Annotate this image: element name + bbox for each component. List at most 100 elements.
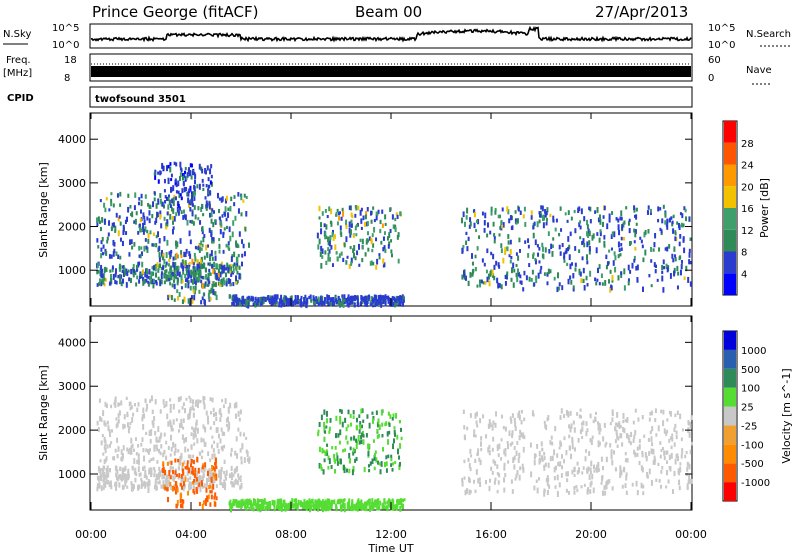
velocity-echo-point bbox=[494, 422, 497, 428]
velocity-echo-point bbox=[127, 449, 130, 455]
power-echo-point bbox=[138, 275, 141, 280]
velocity-echo-point bbox=[400, 503, 403, 508]
velocity-echo-point bbox=[393, 429, 396, 435]
velocity-echo-point bbox=[338, 498, 341, 503]
power-echo-point bbox=[152, 278, 155, 284]
power-echo-point bbox=[502, 222, 505, 228]
power-echo-point bbox=[212, 262, 215, 266]
power-echo-point bbox=[220, 220, 223, 227]
power-echo-point bbox=[224, 267, 227, 271]
velocity-echo-point bbox=[236, 480, 239, 486]
velocity-echo-point bbox=[115, 485, 118, 491]
power-echo-point bbox=[173, 273, 176, 279]
power-x-axis bbox=[90, 113, 692, 306]
velocity-echo-point bbox=[611, 459, 614, 466]
power-echo-point bbox=[235, 264, 238, 270]
velocity-echo-point bbox=[98, 416, 101, 422]
power-echo-point bbox=[366, 221, 369, 227]
power-echo-point bbox=[214, 291, 217, 296]
power-echo-point bbox=[299, 302, 302, 307]
power-echo-point bbox=[155, 203, 158, 209]
velocity-echo-point bbox=[104, 401, 107, 407]
power-echo-point bbox=[104, 266, 107, 271]
velocity-echo-point bbox=[215, 484, 218, 489]
power-echo-point bbox=[605, 254, 608, 260]
velocity-echo-point bbox=[352, 451, 355, 456]
power-echo-point bbox=[273, 300, 276, 304]
velocity-echo-point bbox=[652, 448, 655, 455]
power-echo-point bbox=[532, 254, 535, 259]
velocity-echo-point bbox=[654, 418, 657, 423]
velocity-echo-marks bbox=[96, 395, 693, 513]
power-echo-point bbox=[143, 245, 146, 252]
velocity-echo-point bbox=[209, 397, 212, 402]
velocity-echo-point bbox=[333, 499, 336, 505]
power-echo-point bbox=[228, 264, 231, 270]
power-echo-point bbox=[133, 242, 136, 247]
power-colorbar-segment bbox=[724, 142, 736, 165]
velocity-echo-point bbox=[475, 469, 478, 475]
velocity-echo-point bbox=[616, 433, 619, 439]
power-echo-point bbox=[220, 279, 223, 285]
power-echo-point bbox=[344, 298, 347, 303]
velocity-echo-point bbox=[488, 449, 491, 456]
velocity-echo-point bbox=[377, 434, 380, 438]
velocity-echo-point bbox=[331, 446, 334, 450]
velocity-echo-point bbox=[333, 453, 336, 459]
velocity-echo-point bbox=[386, 500, 389, 505]
power-echo-point bbox=[382, 258, 385, 264]
power-echo-point bbox=[148, 271, 151, 275]
velocity-echo-point bbox=[219, 417, 222, 422]
power-echo-point bbox=[192, 261, 195, 266]
velocity-echo-point bbox=[204, 441, 207, 447]
velocity-echo-point bbox=[189, 397, 192, 404]
power-echo-point bbox=[160, 279, 163, 285]
velocity-echo-point bbox=[215, 416, 218, 422]
velocity-echo-point bbox=[641, 450, 644, 455]
power-echo-point bbox=[589, 270, 592, 277]
velocity-echo-point bbox=[660, 470, 663, 474]
power-echo-point bbox=[99, 226, 102, 232]
velocity-echo-point bbox=[110, 404, 113, 409]
velocity-echo-point bbox=[219, 472, 222, 476]
velocity-echo-point bbox=[132, 485, 135, 491]
velocity-echo-point bbox=[355, 505, 358, 512]
velocity-echo-point bbox=[523, 417, 526, 422]
power-echo-point bbox=[204, 300, 207, 306]
velocity-echo-point bbox=[130, 486, 133, 492]
velocity-echo-point bbox=[621, 484, 624, 489]
power-echo-point bbox=[331, 263, 334, 267]
power-echo-point bbox=[167, 204, 170, 210]
velocity-echo-point bbox=[379, 500, 382, 506]
velocity-echo-point bbox=[548, 484, 551, 489]
power-echo-point bbox=[130, 213, 133, 217]
power-echo-point bbox=[216, 192, 219, 199]
velocity-echo-point bbox=[523, 435, 526, 440]
velocity-echo-point bbox=[382, 447, 385, 452]
power-echo-point bbox=[595, 281, 598, 286]
velocity-echo-point bbox=[224, 474, 227, 479]
velocity-echo-point bbox=[143, 455, 146, 462]
power-echo-point bbox=[473, 212, 476, 218]
velocity-echo-point bbox=[491, 424, 494, 431]
power-echo-point bbox=[674, 257, 677, 262]
power-echo-point bbox=[257, 297, 260, 303]
power-echo-point bbox=[199, 270, 202, 275]
time-axis-label: Time UT bbox=[367, 542, 413, 554]
power-echo-point bbox=[589, 219, 592, 224]
power-echo-point bbox=[358, 263, 361, 267]
velocity-echo-point bbox=[190, 467, 193, 471]
power-echo-point bbox=[260, 296, 263, 302]
power-echo-point bbox=[116, 193, 119, 198]
power-echo-point bbox=[572, 273, 575, 279]
velocity-echo-point bbox=[534, 453, 537, 458]
velocity-echo-point bbox=[322, 449, 325, 453]
velocity-echo-point bbox=[496, 446, 499, 452]
power-echo-point bbox=[620, 271, 623, 276]
power-echo-point bbox=[622, 222, 625, 228]
velocity-echo-point bbox=[568, 445, 571, 451]
velocity-echo-point bbox=[461, 477, 464, 483]
velocity-echo-point bbox=[299, 500, 302, 505]
power-echo-point bbox=[578, 222, 581, 228]
power-echo-point bbox=[214, 256, 217, 261]
